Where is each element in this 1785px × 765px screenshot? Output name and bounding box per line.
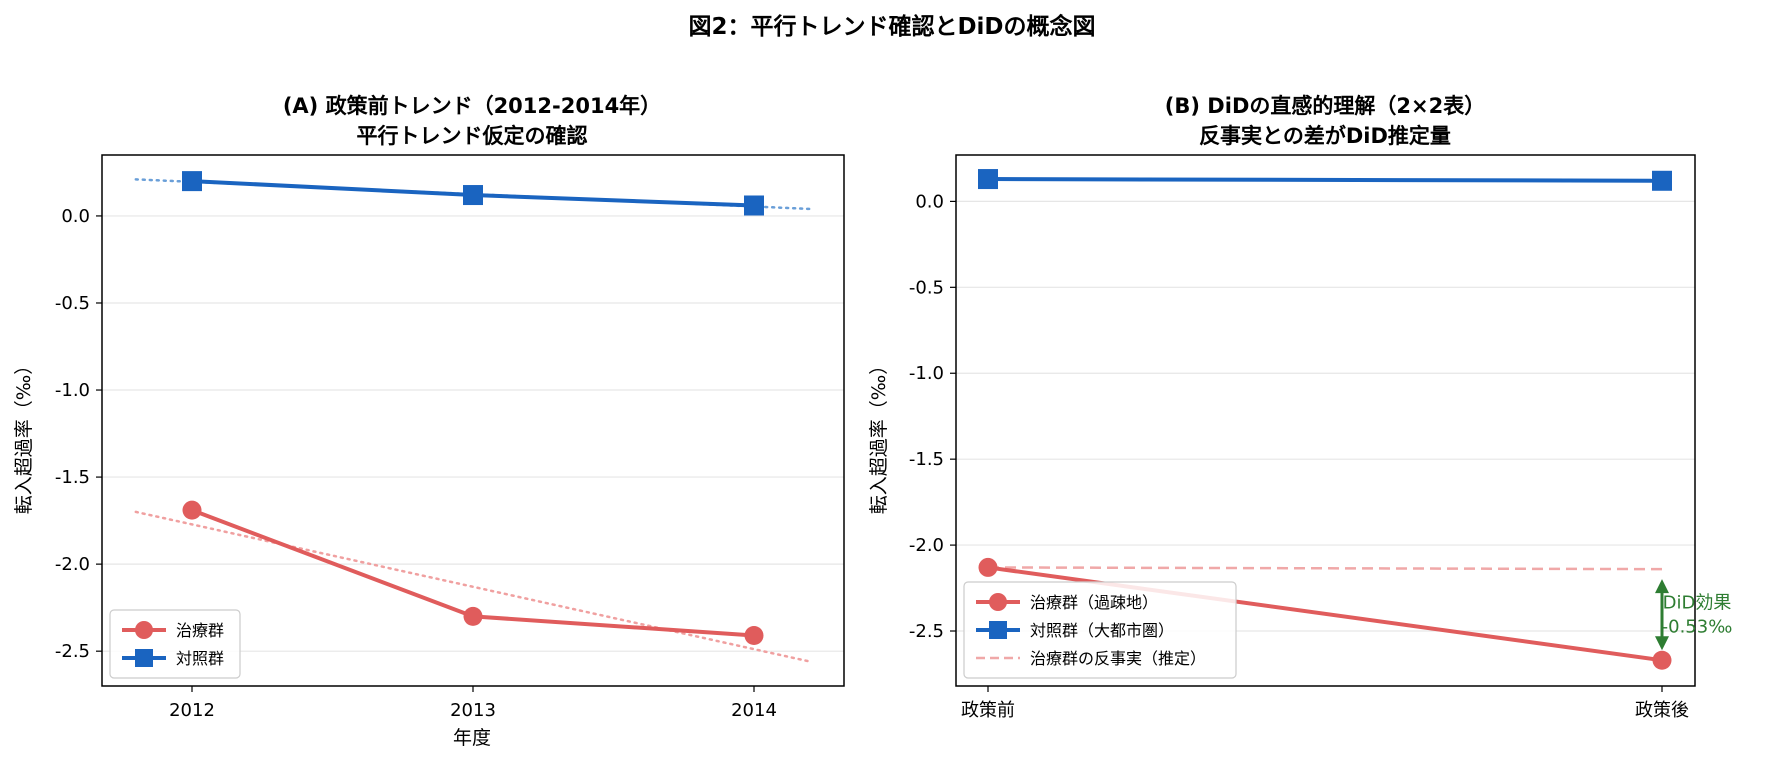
figure-title: 図2：平行トレンド確認とDiDの概念図 [688, 13, 1095, 40]
y-tick-label: -2.0 [55, 554, 90, 575]
data-point [1652, 170, 1672, 191]
y-tick-label: -0.5 [909, 277, 944, 298]
y-tick-label: -1.5 [55, 467, 90, 488]
x-tick-label: 2012 [169, 700, 215, 721]
legend-marker [989, 621, 1007, 639]
panel-b-y-axis-label: 転入超過率（‰） [868, 356, 890, 515]
did-effect-label: -0.53‰ [1662, 617, 1733, 638]
data-point [744, 626, 764, 646]
series-line [987, 566, 1663, 571]
x-tick-label: 2013 [450, 700, 496, 721]
legend-label: 対照群（大都市圏） [1030, 621, 1174, 640]
panel-a-y-axis-label: 転入超過率（‰） [13, 356, 35, 515]
legend-label: 治療群の反事実（推定） [1030, 649, 1206, 668]
x-tick-label: 政策後 [1635, 700, 1689, 721]
y-tick-label: 0.0 [61, 206, 90, 227]
y-tick-label: -2.0 [909, 535, 944, 556]
did-effect-label: DiD効果 [1663, 593, 1732, 614]
legend-box [963, 581, 1237, 679]
panel-a-frame [101, 154, 845, 687]
panel-a-title-line1: (A) 政策前トレンド（2012-2014年） [283, 94, 661, 118]
x-tick-label: 2014 [731, 700, 777, 721]
did-arrow-head-bottom [1655, 636, 1669, 651]
legend-label: 治療群（過疎地） [1030, 593, 1158, 612]
panel-a-y-ticks: 0.0 -0.5 -1.0 -1.5 -2.0 -2.5 [55, 206, 102, 662]
panel-b-title-line2: 反事実との差がDiD推定量 [1199, 124, 1451, 148]
data-point [1652, 650, 1672, 670]
legend-label: 治療群 [176, 621, 224, 640]
data-point [182, 500, 202, 520]
panel-b-frame [955, 154, 1696, 687]
data-point [182, 171, 202, 192]
did-arrow-head-top [1655, 579, 1669, 594]
legend-marker [135, 621, 153, 639]
panel-a-x-ticks: 2012 2013 2014 [169, 686, 777, 721]
y-tick-label: -1.5 [909, 449, 944, 470]
panel-a-title-line2: 平行トレンド仮定の確認 [357, 124, 588, 148]
trend-line [134, 510, 812, 663]
data-point [978, 169, 998, 190]
y-tick-label: -0.5 [55, 293, 90, 314]
panel-b: (B) DiDの直感的理解（2×2表） 反事実との差がDiD推定量 0.0 -0.… [868, 94, 1732, 721]
panel-b-title-line1: (B) DiDの直感的理解（2×2表） [1165, 94, 1485, 118]
did-effect-annotation: DiD効果 -0.53‰ [1655, 579, 1733, 651]
panel-a-series [182, 171, 764, 646]
legend-marker [989, 593, 1007, 611]
panel-a-trendlines [134, 178, 812, 663]
data-point [744, 195, 764, 216]
y-tick-label: 0.0 [915, 191, 944, 212]
panel-b-x-ticks: 政策前 政策後 [961, 686, 1689, 721]
legend-marker [135, 649, 153, 667]
panel-a: (A) 政策前トレンド（2012-2014年） 平行トレンド仮定の確認 0.0 -… [13, 94, 845, 749]
y-tick-label: -1.0 [55, 380, 90, 401]
series-line [987, 177, 1663, 183]
legend-label: 対照群 [176, 649, 224, 668]
data-point [463, 606, 483, 626]
x-tick-label: 政策前 [961, 700, 1015, 721]
panel-b-legend: 治療群（過疎地） 対照群（大都市圏） 治療群の反事実（推定） [963, 581, 1237, 679]
y-tick-label: -2.5 [55, 641, 90, 662]
panel-a-x-axis-label: 年度 [453, 727, 491, 749]
data-point [978, 557, 998, 577]
panel-b-grid [956, 200, 1695, 632]
y-tick-label: -2.5 [909, 621, 944, 642]
data-point [463, 185, 483, 206]
panel-b-y-ticks: 0.0 -0.5 -1.0 -1.5 -2.0 -2.5 [909, 191, 956, 642]
y-tick-label: -1.0 [909, 363, 944, 384]
